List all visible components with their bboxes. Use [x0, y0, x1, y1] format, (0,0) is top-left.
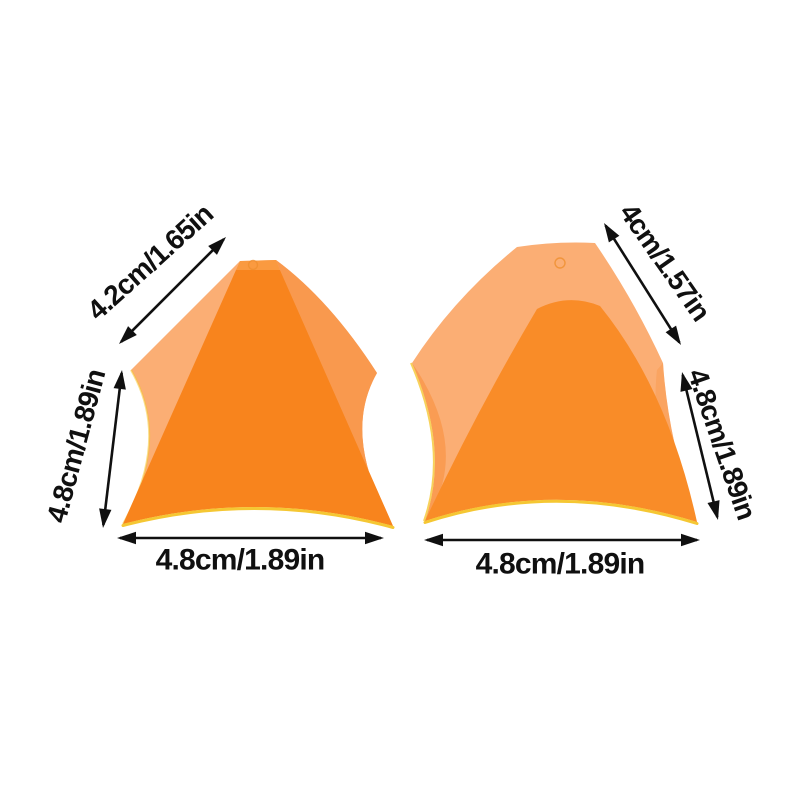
right-edge-rim-left — [410, 362, 435, 522]
right-mold-mark — [554, 257, 566, 269]
right-front-face — [425, 300, 697, 522]
corner-protector-right — [410, 242, 699, 525]
left-base-width-arrow — [117, 531, 384, 545]
left-top-width-arrow — [119, 237, 226, 344]
left-front-face — [123, 270, 393, 526]
right-top-width-arrow — [604, 223, 681, 345]
left-height-arrow — [99, 370, 126, 528]
left-mold-mark — [247, 259, 259, 271]
right-bottom-rim — [423, 499, 699, 525]
left-base-width-label: 4.8cm/1.89in — [156, 544, 325, 577]
corner-protector-left — [121, 259, 395, 529]
right-right-fin-shade — [655, 363, 697, 522]
right-base-width-arrow — [424, 533, 700, 547]
left-bottom-rim — [121, 507, 395, 529]
right-left-fin-shade — [412, 363, 446, 521]
right-height-arrow — [680, 372, 720, 520]
right-base-width-label: 4.8cm/1.89in — [476, 548, 645, 581]
left-right-face — [276, 260, 393, 526]
